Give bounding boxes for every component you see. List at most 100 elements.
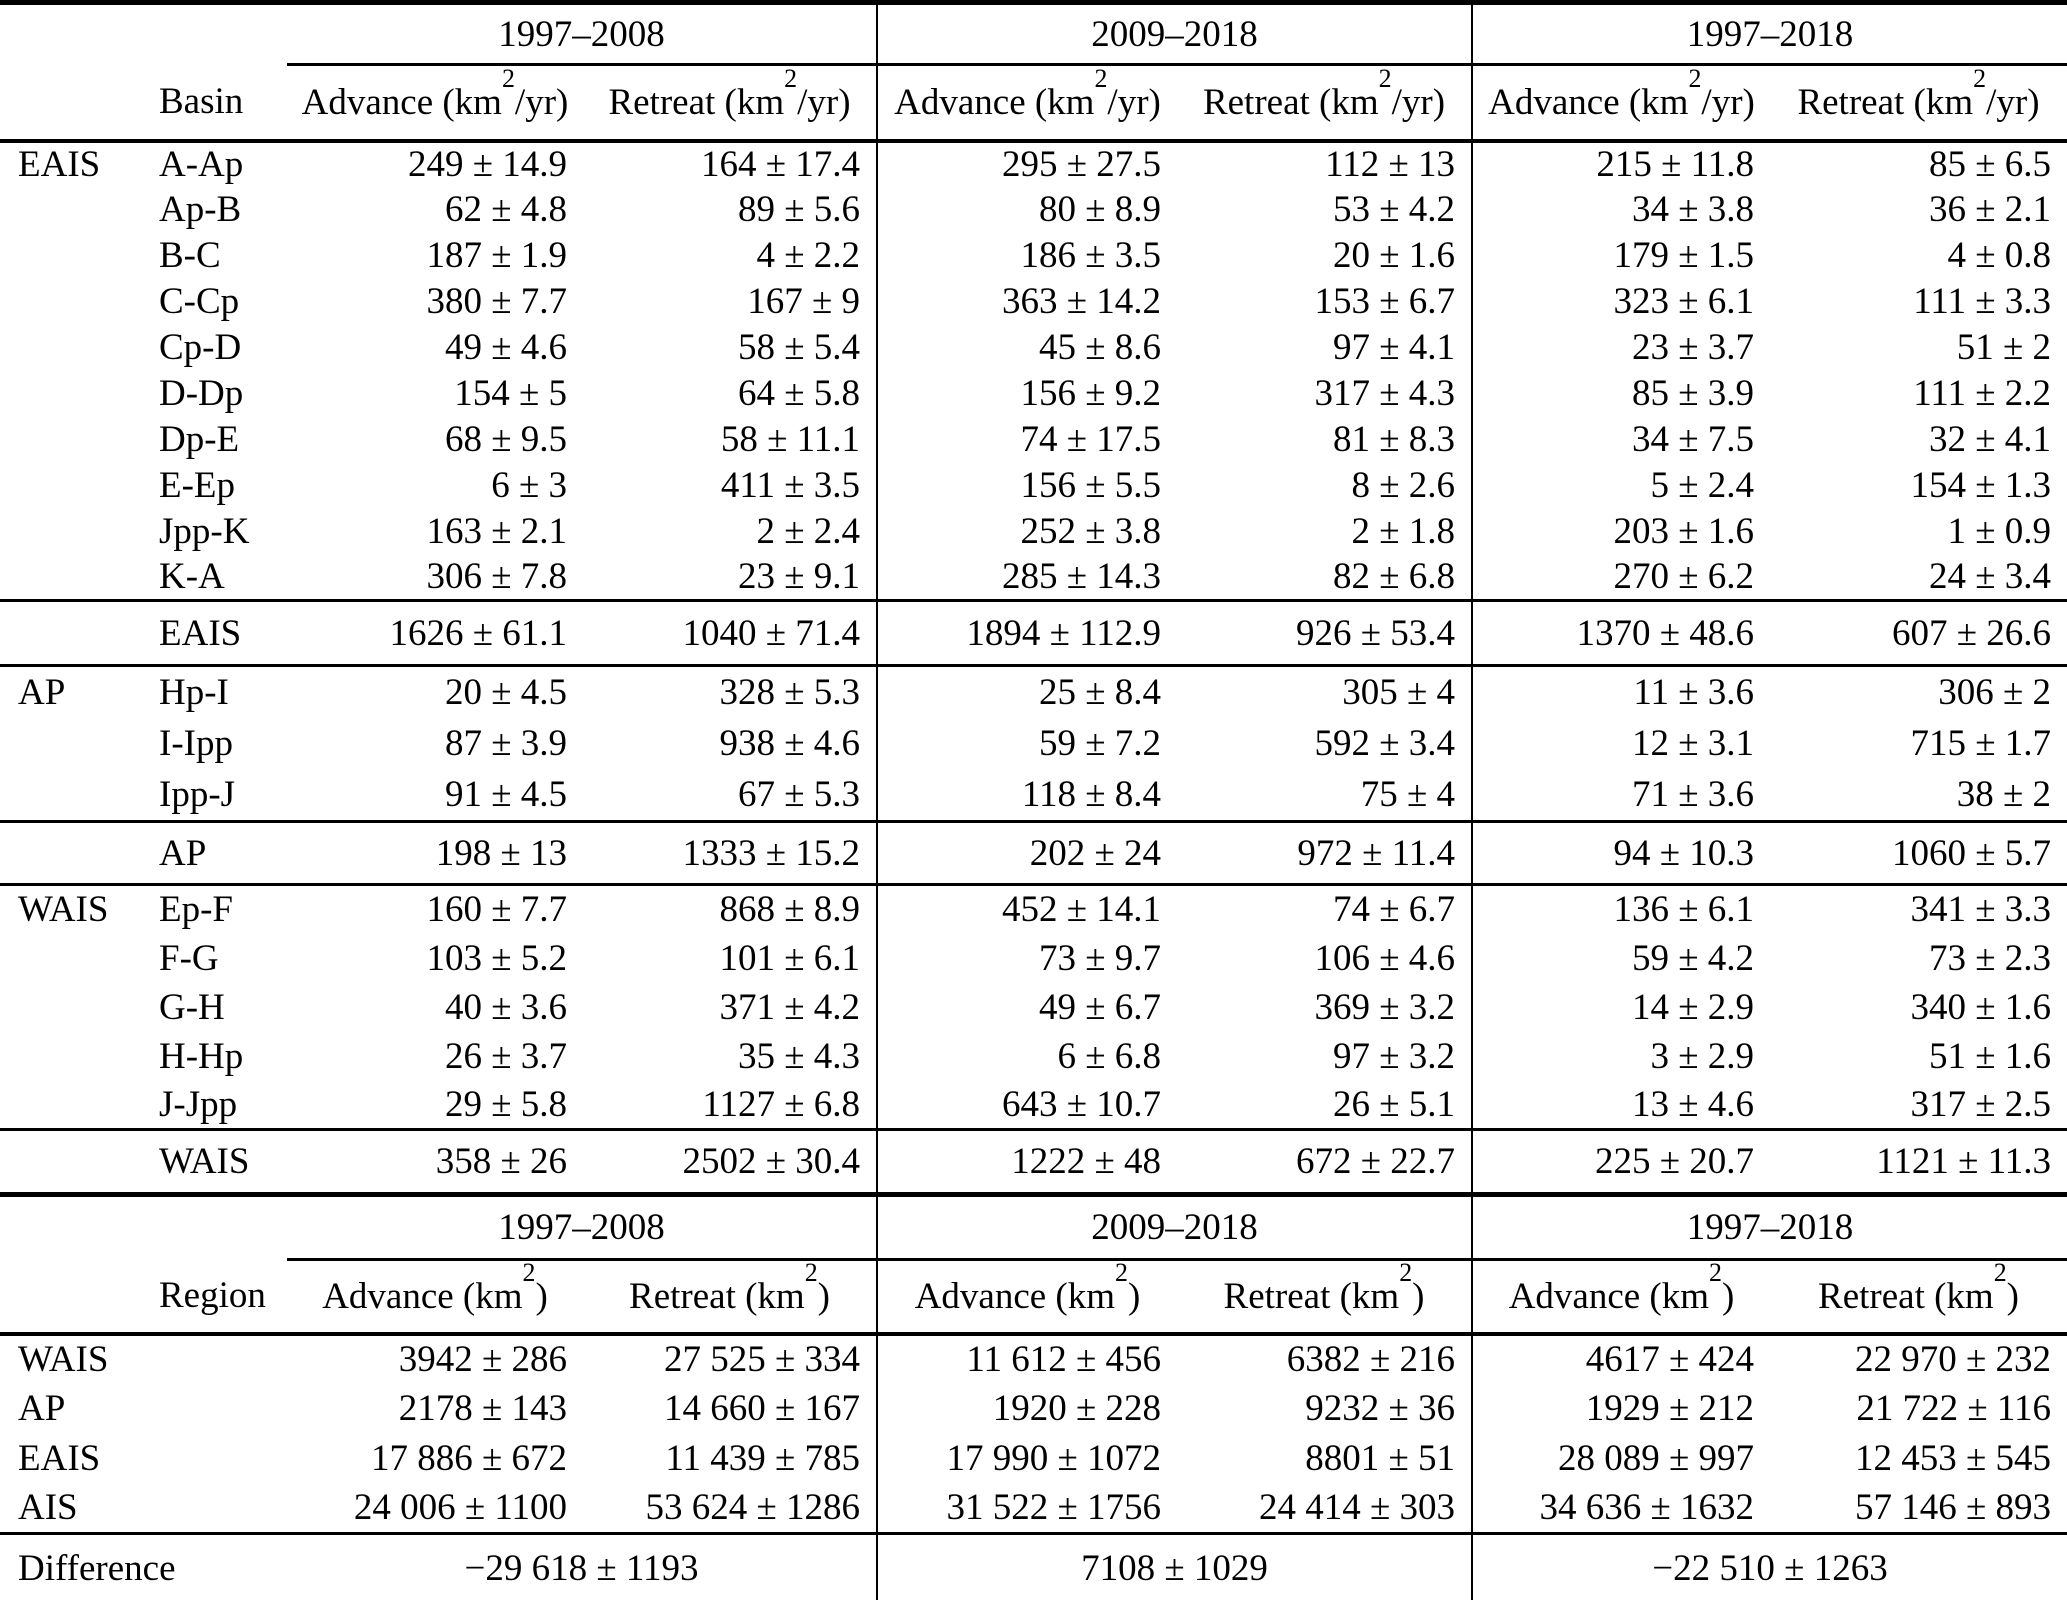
retreat-rate-header-p2: Retreat (km2/yr) xyxy=(1177,64,1473,143)
total-value-cell: 1333 ± 15.2 xyxy=(583,820,878,886)
value-cell: 97 ± 4.1 xyxy=(1177,324,1473,371)
value-cell: 270 ± 6.2 xyxy=(1613,556,1754,598)
unit-sup: 2 xyxy=(1993,1258,2007,1288)
value-cell: 112 ± 13 xyxy=(1177,140,1473,187)
value-cell: 20 ± 1.6 xyxy=(1177,232,1473,279)
value-cell: 164 ± 17.4 xyxy=(583,140,878,187)
value-cell: 111 ± 3.3 xyxy=(1913,281,2051,322)
value-cell: 643 ± 10.7 xyxy=(1001,1083,1161,1125)
value-cell: 67 ± 5.3 xyxy=(583,769,878,822)
value-cell: 11 439 ± 785 xyxy=(583,1433,878,1484)
value-cell: 57 146 ± 893 xyxy=(1854,1487,2051,1529)
value-cell: 21 722 ± 116 xyxy=(1856,1388,2051,1429)
value-cell: 36 ± 2.1 xyxy=(1928,189,2051,230)
basin-label: Ap-B xyxy=(159,189,242,230)
basin-row: F-G 103 ± 5.2 101 ± 6.1 73 ± 9.7 106 ± 4… xyxy=(0,933,2067,983)
total-value-cell: 225 ± 20.7 xyxy=(1472,1128,1770,1197)
unit-pre: Retreat (km xyxy=(608,81,785,123)
unit-post: ) xyxy=(1721,1275,1735,1317)
basin-label: B-C xyxy=(159,235,221,276)
unit-post: ) xyxy=(1127,1275,1141,1317)
value-cell: 3 ± 2.9 xyxy=(1650,1035,1754,1077)
value-cell: 14 660 ± 167 xyxy=(583,1383,878,1434)
total-value-cell: 607 ± 26.6 xyxy=(1770,599,2067,667)
region-row: WAIS 3942 ± 286 27 525 ± 334 11 612 ± 45… xyxy=(0,1333,2067,1384)
value-cell: 24 006 ± 1100 xyxy=(353,1487,567,1529)
value-cell: 87 ± 3.9 xyxy=(444,723,567,764)
value-cell: 24 ± 3.4 xyxy=(1928,556,2051,598)
value-cell: 2 ± 2.4 xyxy=(583,508,878,555)
value-cell: 868 ± 8.9 xyxy=(583,884,878,934)
period-label-2009-2018: 2009–2018 xyxy=(877,0,1473,66)
value-cell: 101 ± 6.1 xyxy=(583,933,878,983)
total-label: WAIS xyxy=(155,1128,287,1197)
cell-empty xyxy=(0,1032,155,1081)
value-cell: 58 ± 11.1 xyxy=(583,416,878,463)
value-cell: 51 ± 1.6 xyxy=(1928,1035,2051,1077)
advance-rate-header-p1: Advance (km2/yr) xyxy=(287,64,583,143)
value-cell: 97 ± 3.2 xyxy=(1177,1031,1473,1081)
value-cell: 340 ± 1.6 xyxy=(1910,986,2051,1028)
basin-row: Cp-D 49 ± 4.6 58 ± 5.4 45 ± 8.6 97 ± 4.1… xyxy=(0,324,2067,371)
unit-pre: Advance (km xyxy=(322,1275,523,1317)
cell-empty xyxy=(0,0,287,65)
value-cell: 71 ± 3.6 xyxy=(1631,774,1754,816)
cell-empty xyxy=(0,718,155,770)
basin-row: E-Ep 6 ± 3 411 ± 3.5 156 ± 5.5 8 ± 2.6 5… xyxy=(0,462,2067,509)
basin-row: G-H 40 ± 3.6 371 ± 4.2 49 ± 6.7 369 ± 3.… xyxy=(0,982,2067,1032)
total-value-cell: 94 ± 10.3 xyxy=(1472,820,1770,886)
cell-empty xyxy=(0,187,155,233)
total-value-cell: 926 ± 53.4 xyxy=(1177,599,1473,667)
value-cell: 26 ± 3.7 xyxy=(444,1035,567,1077)
basin-row: Ap-B 62 ± 4.8 89 ± 5.6 80 ± 8.9 53 ± 4.2… xyxy=(0,186,2067,233)
basin-label: C-Cp xyxy=(159,281,240,322)
cell-empty xyxy=(0,279,155,325)
value-cell: 306 ± 7.8 xyxy=(426,556,567,598)
value-cell: 1929 ± 212 xyxy=(1585,1388,1754,1429)
value-cell: 1127 ± 6.8 xyxy=(583,1080,878,1130)
unit-post: ) xyxy=(1412,1275,1425,1317)
value-cell: 249 ± 14.9 xyxy=(407,144,567,185)
value-cell: 103 ± 5.2 xyxy=(426,937,567,979)
value-cell: 40 ± 3.6 xyxy=(444,986,567,1028)
cell-empty xyxy=(0,770,155,822)
value-cell: 285 ± 14.3 xyxy=(1001,556,1161,598)
cell-empty xyxy=(0,983,155,1032)
region-row: AP 2178 ± 143 14 660 ± 167 1920 ± 228 92… xyxy=(0,1383,2067,1434)
cell-empty xyxy=(0,417,155,463)
retreat-area-header-p2: Retreat (km2) xyxy=(1177,1258,1473,1336)
difference-value-p3: −22 510 ± 1263 xyxy=(1472,1532,2067,1600)
value-cell: 715 ± 1.7 xyxy=(1910,723,2051,764)
cell-empty xyxy=(0,555,155,601)
unit-sup: 2 xyxy=(1399,1258,1413,1288)
unit-sup: 2 xyxy=(1709,1258,1722,1288)
period-label-2009-2018: 2009–2018 xyxy=(877,1194,1473,1261)
unit-pre: Retreat (km xyxy=(629,1275,805,1317)
value-cell: 8 ± 2.6 xyxy=(1177,462,1473,509)
value-cell: 23 ± 9.1 xyxy=(583,554,878,601)
value-cell: 59 ± 4.2 xyxy=(1631,937,1754,979)
value-cell: 20 ± 4.5 xyxy=(444,671,567,713)
value-cell: 6382 ± 216 xyxy=(1177,1333,1473,1384)
section-total-row: EAIS 1626 ± 61.1 1040 ± 71.4 1894 ± 112.… xyxy=(0,599,2067,667)
difference-label: Difference xyxy=(0,1532,287,1600)
value-cell: 35 ± 4.3 xyxy=(583,1031,878,1081)
cell-empty xyxy=(0,325,155,371)
total-value-cell: 972 ± 11.4 xyxy=(1177,820,1473,886)
value-cell: 154 ± 5 xyxy=(454,373,567,414)
value-cell: 26 ± 5.1 xyxy=(1177,1080,1473,1130)
value-cell: 186 ± 3.5 xyxy=(1020,235,1161,276)
advance-area-header-p3: Advance (km2) xyxy=(1472,1258,1770,1336)
basin-row: I-Ipp 87 ± 3.9 938 ± 4.6 59 ± 7.2 592 ± … xyxy=(0,717,2067,770)
value-cell: 24 414 ± 303 xyxy=(1177,1483,1473,1534)
value-cell: 22 970 ± 232 xyxy=(1854,1339,2051,1380)
value-cell: 17 886 ± 672 xyxy=(370,1438,567,1479)
section-total-row: WAIS 358 ± 26 2502 ± 30.4 1222 ± 48 672 … xyxy=(0,1128,2067,1197)
unit-sup: 2 xyxy=(1094,64,1108,94)
basin-label: Jpp-K xyxy=(159,511,250,552)
value-cell: 29 ± 5.8 xyxy=(444,1083,567,1125)
value-cell: 85 ± 6.5 xyxy=(1928,144,2051,185)
value-cell: 12 453 ± 545 xyxy=(1854,1438,2051,1479)
